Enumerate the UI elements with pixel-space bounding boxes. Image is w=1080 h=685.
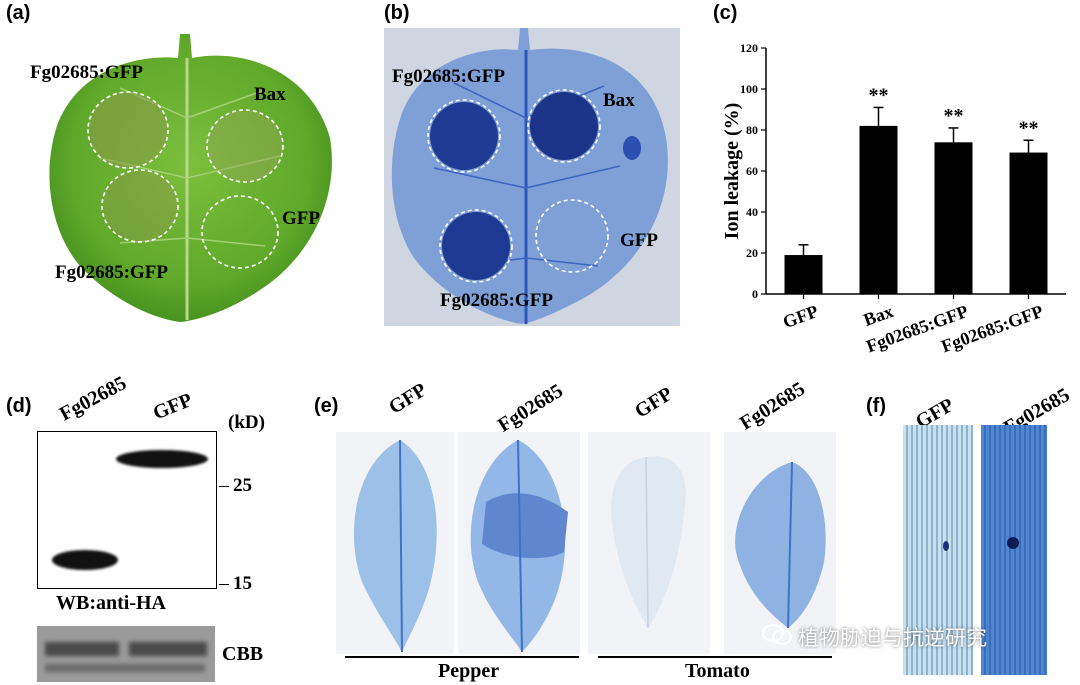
label-a-fg-bottom: Fg02685:GFP [55, 262, 168, 283]
significance-label: ** [1019, 117, 1039, 139]
lane-label-e-fg2: Fg02685 [736, 377, 809, 435]
leaf-photo-a [49, 34, 332, 322]
pepper-underline [345, 656, 579, 658]
lane-label-e-fg1: Fg02685 [494, 379, 567, 437]
y-tick-label: 0 [752, 287, 758, 301]
y-tick-label: 80 [746, 123, 758, 137]
panel-label-f: (f) [866, 395, 886, 417]
lane-label-e-gfp1: GFP [385, 378, 431, 419]
label-a-gfp: GFP [282, 208, 320, 229]
panel-label-c: (c) [713, 2, 738, 24]
watermark-text: 植物胁迫与抗逆研究 [798, 626, 987, 650]
cbb-gel [37, 626, 215, 682]
y-axis-label: Ion leakage (%) [721, 103, 743, 240]
cbb-band-2 [129, 642, 207, 656]
y-tick-label: 60 [746, 164, 758, 178]
leaf-photos-e [336, 432, 836, 654]
panel-label-d: (d) [6, 395, 32, 417]
wb-label: WB:anti-HA [56, 592, 166, 614]
band-gfp [116, 450, 208, 468]
y-tick-label: 40 [746, 205, 758, 219]
band-fg02685 [52, 550, 118, 570]
marker-15-tick [219, 584, 229, 585]
label-b-fg-bottom: Fg02685:GFP [440, 290, 553, 311]
wb-blot [37, 431, 217, 589]
leaf-photo-b [391, 28, 668, 324]
panel-label-e: (e) [314, 395, 339, 417]
spot-fg02685 [1007, 537, 1019, 549]
y-tick-label: 100 [740, 82, 758, 96]
group-label-tomato: Tomato [685, 660, 750, 682]
panel-label-a: (a) [6, 2, 31, 24]
y-tick-label: 120 [740, 41, 758, 55]
marker-15-label: 15 [233, 573, 252, 594]
label-b-gfp: GFP [620, 230, 658, 251]
bar [784, 255, 823, 294]
marker-25-label: 25 [233, 475, 252, 496]
bar [934, 142, 973, 294]
lane-label-d-gfp: GFP [150, 389, 196, 425]
lane-label-d-fg: Fg02685 [56, 372, 131, 426]
cbb-label: CBB [222, 643, 264, 665]
cbb-band-1 [45, 642, 119, 656]
marker-25-tick [219, 486, 229, 487]
label-b-bax: Bax [603, 90, 635, 111]
tomato-underline [598, 656, 832, 658]
label-a-bax: Bax [254, 84, 286, 105]
y-tick-label: 20 [746, 246, 758, 260]
significance-label: ** [944, 105, 964, 127]
label-a-fg-top: Fg02685:GFP [30, 62, 143, 83]
label-b-fg-top: Fg02685:GFP [392, 66, 505, 87]
significance-label: ** [869, 84, 889, 106]
strip-fg02685 [981, 425, 1047, 675]
wechat-icon [762, 622, 792, 645]
bar [859, 125, 898, 295]
bar [1009, 152, 1048, 294]
x-tick-label: Bax [861, 301, 896, 330]
strip-gfp [903, 425, 973, 675]
lane-label-e-gfp2: GFP [631, 382, 677, 423]
x-tick-label: GFP [780, 301, 821, 332]
spot-gfp [943, 541, 949, 551]
ion-leakage-chart: Ion leakage (%) 0 20 40 60 80 100 120 GFP ** Bax… [721, 41, 1066, 356]
group-label-pepper: Pepper [438, 660, 500, 682]
cbb-band-3 [45, 664, 205, 672]
panel-label-b: (b) [384, 2, 410, 24]
kd-unit-label: (kD) [228, 412, 265, 433]
